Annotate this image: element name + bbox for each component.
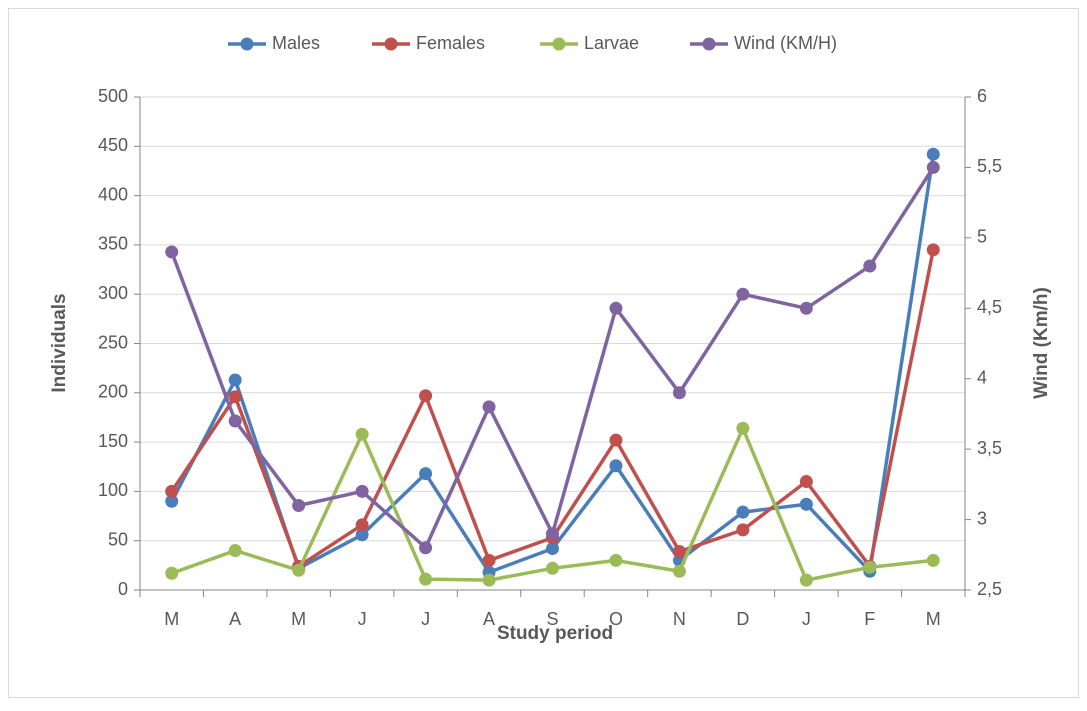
y-tick-label: 200 bbox=[98, 382, 128, 402]
x-tick-label: J bbox=[421, 609, 430, 629]
data-point bbox=[736, 421, 750, 435]
data-point bbox=[736, 287, 750, 301]
data-point bbox=[355, 484, 369, 498]
data-point bbox=[863, 259, 877, 273]
data-point bbox=[672, 564, 686, 578]
y2-tick-label: 2,5 bbox=[977, 579, 1002, 599]
y2-tick-label: 4,5 bbox=[977, 297, 1002, 317]
data-point bbox=[609, 459, 623, 473]
y-tick-label: 50 bbox=[108, 529, 128, 549]
y-tick-label: 100 bbox=[98, 480, 128, 500]
y-tick-label: 450 bbox=[98, 135, 128, 155]
data-point bbox=[419, 572, 433, 586]
x-tick-label: A bbox=[229, 609, 241, 629]
data-point bbox=[799, 475, 813, 489]
y2-tick-label: 5,5 bbox=[977, 156, 1002, 176]
data-point bbox=[609, 433, 623, 447]
legend-label: Wind (KM/H) bbox=[734, 33, 837, 53]
data-point bbox=[609, 301, 623, 315]
x-tick-label: S bbox=[546, 609, 558, 629]
x-tick-label: M bbox=[164, 609, 179, 629]
data-point bbox=[228, 414, 242, 428]
data-point bbox=[926, 160, 940, 174]
data-point bbox=[355, 427, 369, 441]
y2-tick-label: 3 bbox=[977, 508, 987, 528]
data-point bbox=[799, 497, 813, 511]
data-point bbox=[228, 390, 242, 404]
y-axis-title: Individuals bbox=[49, 293, 70, 392]
y-tick-label: 300 bbox=[98, 283, 128, 303]
data-point bbox=[419, 389, 433, 403]
x-tick-label: D bbox=[736, 609, 749, 629]
x-tick-label: O bbox=[609, 609, 623, 629]
data-point bbox=[165, 245, 179, 259]
x-tick-label: J bbox=[802, 609, 811, 629]
x-tick-label: A bbox=[483, 609, 495, 629]
data-point bbox=[165, 566, 179, 580]
y2-tick-label: 4 bbox=[977, 367, 987, 387]
data-point bbox=[609, 553, 623, 567]
data-point bbox=[228, 373, 242, 387]
data-point bbox=[799, 301, 813, 315]
y-tick-label: 250 bbox=[98, 332, 128, 352]
y-tick-label: 500 bbox=[98, 86, 128, 106]
y2-axis-title: Wind (Km/h) bbox=[1031, 287, 1052, 399]
y-tick-label: 150 bbox=[98, 431, 128, 451]
y-tick-label: 0 bbox=[118, 579, 128, 599]
x-tick-label: M bbox=[926, 609, 941, 629]
data-point bbox=[355, 518, 369, 532]
data-point bbox=[165, 494, 179, 508]
y-tick-label: 400 bbox=[98, 184, 128, 204]
data-point bbox=[736, 523, 750, 537]
legend-marker bbox=[702, 37, 716, 51]
data-point bbox=[419, 467, 433, 481]
data-point bbox=[926, 553, 940, 567]
data-point bbox=[736, 505, 750, 519]
legend-label: Females bbox=[416, 33, 485, 53]
data-point bbox=[482, 553, 496, 567]
x-tick-label: F bbox=[864, 609, 875, 629]
data-point bbox=[165, 484, 179, 498]
data-point bbox=[482, 573, 496, 587]
legend-label: Males bbox=[272, 33, 320, 53]
data-point bbox=[292, 563, 306, 577]
legend-marker bbox=[384, 37, 398, 51]
data-point bbox=[926, 243, 940, 257]
y2-tick-label: 3,5 bbox=[977, 438, 1002, 458]
legend-marker bbox=[240, 37, 254, 51]
chart-border bbox=[8, 8, 1079, 698]
x-axis-title: Study period bbox=[497, 623, 613, 644]
data-point bbox=[228, 544, 242, 558]
y-tick-label: 350 bbox=[98, 234, 128, 254]
data-point bbox=[546, 542, 559, 556]
legend-marker bbox=[552, 37, 566, 51]
data-point bbox=[292, 498, 306, 512]
data-point bbox=[482, 400, 496, 414]
data-point bbox=[419, 541, 433, 555]
data-point bbox=[863, 560, 877, 574]
data-point bbox=[799, 573, 813, 587]
data-point bbox=[672, 386, 686, 400]
data-point bbox=[926, 147, 940, 161]
data-point bbox=[355, 528, 369, 542]
x-tick-label: J bbox=[358, 609, 367, 629]
data-point bbox=[546, 527, 559, 541]
x-tick-label: N bbox=[673, 609, 686, 629]
y2-tick-label: 6 bbox=[977, 86, 987, 106]
x-tick-label: M bbox=[291, 609, 306, 629]
data-point bbox=[672, 545, 686, 559]
data-point bbox=[546, 561, 559, 575]
y2-tick-label: 5 bbox=[977, 227, 987, 247]
legend-label: Larvae bbox=[584, 33, 639, 53]
